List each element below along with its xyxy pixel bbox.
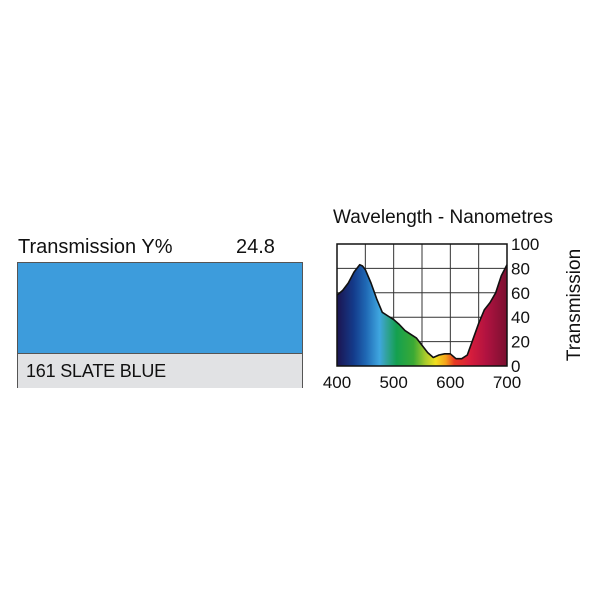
y-tick-label: 0 xyxy=(511,357,520,376)
filter-name-bar: 161 SLATE BLUE xyxy=(18,354,302,388)
x-tick-labels: 400 500 600 700 xyxy=(323,373,521,392)
y-axis-label: Transmission xyxy=(564,249,585,361)
chart-series xyxy=(336,263,508,366)
plot-border xyxy=(336,243,508,367)
y-tick-label: 100 xyxy=(511,235,539,254)
transmission-label: Transmission Y% xyxy=(18,236,173,258)
x-tick-label: 400 xyxy=(323,373,351,392)
color-swatch xyxy=(18,263,302,354)
transmission-value: 24.8 xyxy=(236,236,275,258)
transmission-area xyxy=(337,264,507,366)
x-tick-label: 600 xyxy=(436,373,464,392)
y-tick-label: 80 xyxy=(511,259,530,278)
filter-name: 161 SLATE BLUE xyxy=(26,360,166,381)
y-tick-label: 20 xyxy=(511,333,530,352)
transmission-curve xyxy=(336,263,508,360)
chart-frame xyxy=(336,243,508,367)
color-swatch-panel: 161 SLATE BLUE xyxy=(17,262,303,388)
y-tick-labels: 0 20 40 60 80 100 xyxy=(511,235,539,376)
x-tick-label: 700 xyxy=(493,373,521,392)
chart-title: Wavelength - Nanometres xyxy=(333,207,553,228)
y-tick-label: 40 xyxy=(511,308,530,327)
x-tick-label: 500 xyxy=(379,373,407,392)
y-tick-label: 60 xyxy=(511,284,530,303)
